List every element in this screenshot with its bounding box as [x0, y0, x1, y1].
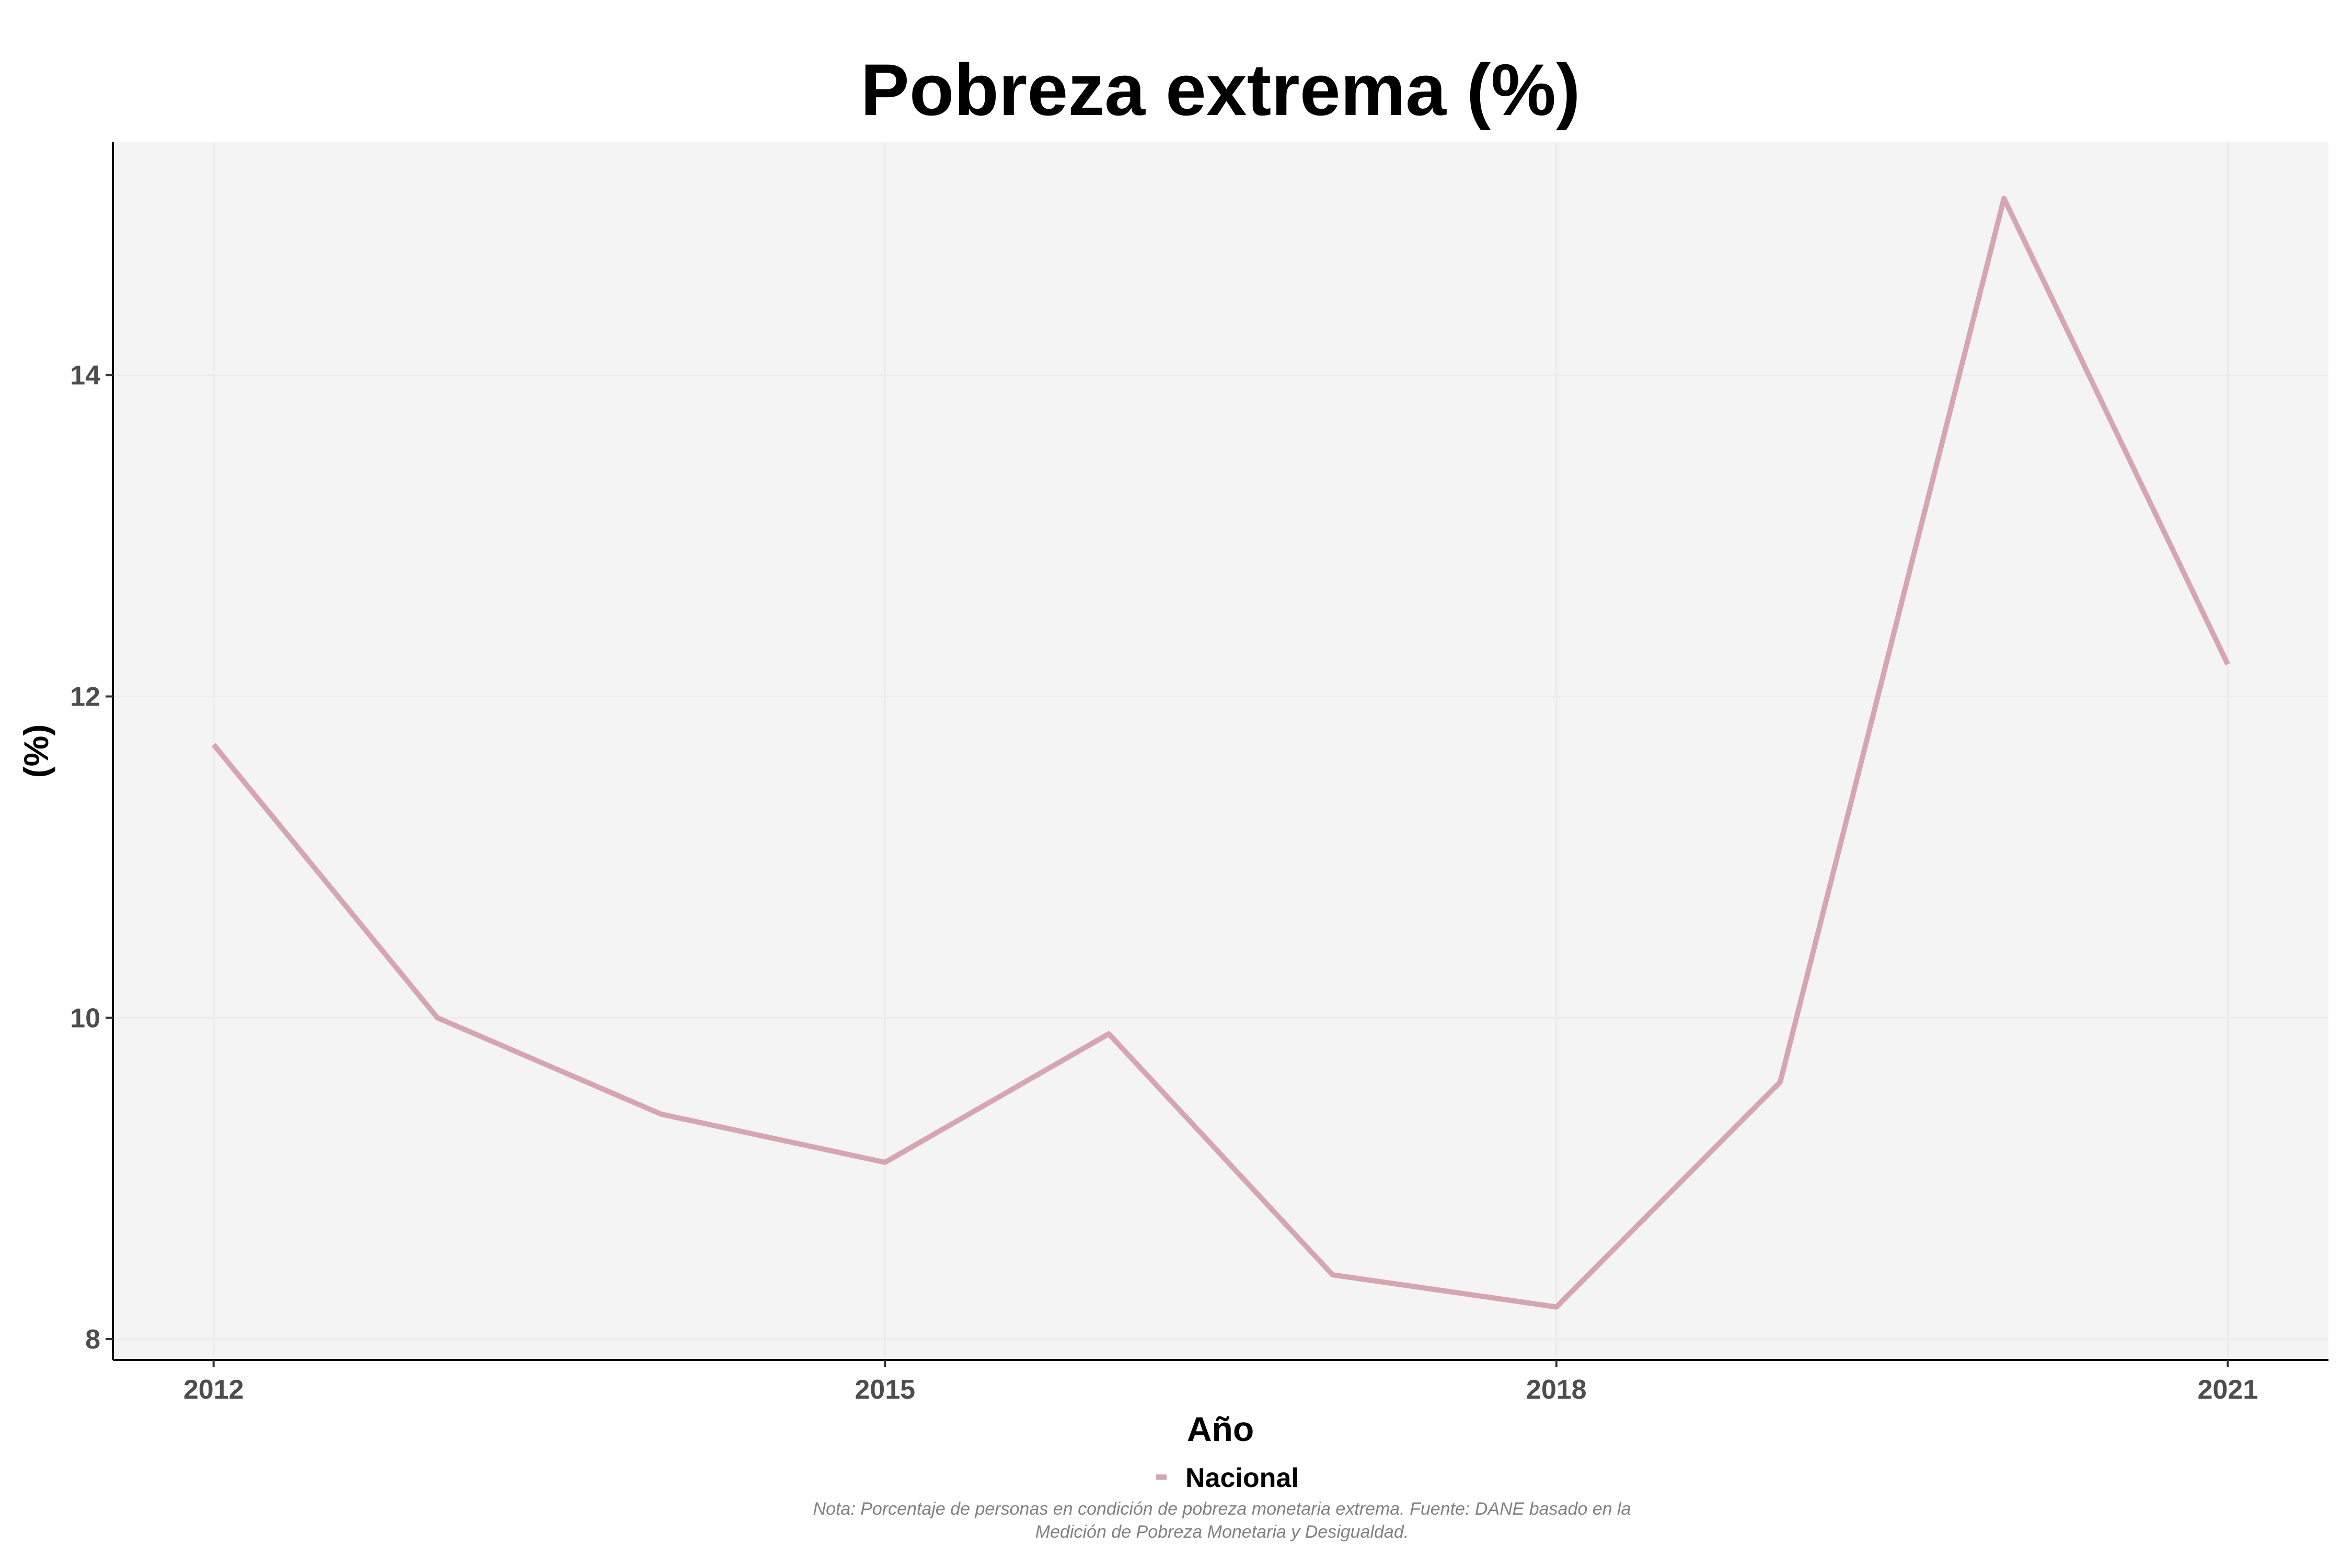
legend: Nacional	[1156, 1463, 1299, 1493]
x-tick-label: 2015	[855, 1375, 915, 1405]
axis-ticks: 8 10 12 14 2012 2015 2018 2021	[70, 361, 2258, 1405]
series-line-nacional	[211, 195, 2230, 1310]
y-tick-label: 8	[85, 1324, 100, 1355]
source-note-line-1: Nota: Porcentaje de personas en condició…	[813, 1499, 1631, 1519]
plot-panel	[113, 142, 2328, 1360]
y-tick-label: 12	[70, 682, 100, 712]
grid-lines	[113, 142, 2328, 1360]
source-note-line-2: Medición de Pobreza Monetaria y Desigual…	[1035, 1522, 1409, 1542]
x-tick-label: 2012	[183, 1375, 244, 1405]
legend-label-nacional: Nacional	[1185, 1463, 1299, 1493]
y-tick-label: 14	[70, 361, 100, 391]
chart-title: Pobreza extrema (%)	[860, 49, 1580, 131]
y-axis-title: (%)	[17, 724, 55, 778]
series-layer	[211, 195, 2230, 1310]
y-tick-label: 10	[70, 1003, 100, 1033]
x-axis-title: Año	[1187, 1410, 1254, 1448]
x-tick-label: 2018	[1526, 1375, 1587, 1405]
x-tick-label: 2021	[2197, 1375, 2258, 1405]
